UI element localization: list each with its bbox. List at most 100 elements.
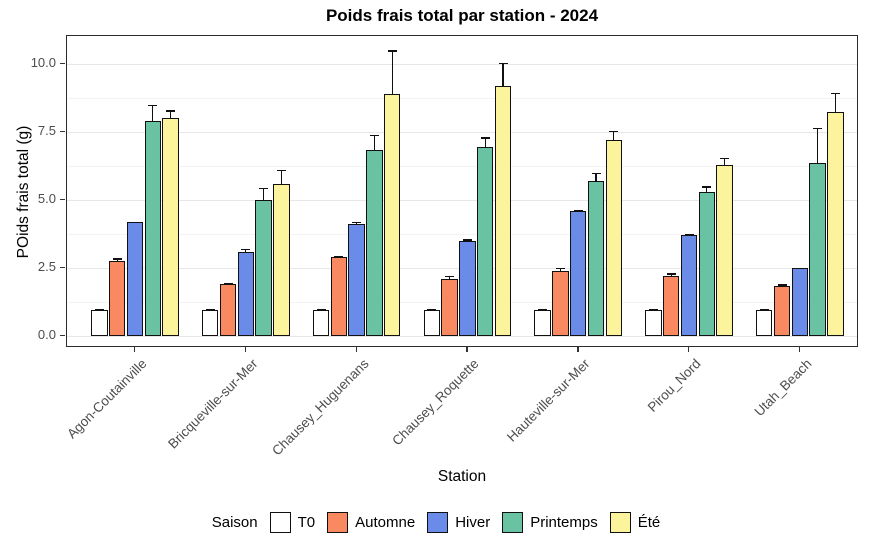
bar-printemps (255, 200, 272, 336)
bar-été (716, 164, 733, 336)
legend-label: T0 (297, 514, 316, 531)
x-tick-label: Hauteville-sur-Mer (504, 356, 593, 445)
bar-automne (773, 285, 791, 336)
x-tick-mark (244, 347, 247, 352)
bar-hiver (680, 235, 698, 336)
bar-t0 (423, 310, 441, 336)
y-tick-mark (60, 131, 65, 133)
bar-hiver (348, 224, 365, 336)
error-bar-cap (316, 308, 326, 311)
error-bar-cap (205, 308, 215, 311)
x-tick-mark (688, 347, 690, 352)
error-bar-whisker (391, 50, 393, 94)
x-tick-label: Agon-Coutainville (64, 356, 150, 442)
bar-hiver (237, 251, 255, 336)
error-bar-whisker (724, 157, 726, 165)
error-bar-cap (777, 284, 787, 286)
x-tick-label: Pirou_Nord (644, 356, 704, 415)
error-bar-whisker (356, 221, 358, 225)
y-tick-label: 7.5 (37, 123, 56, 138)
error-bar-cap (591, 172, 601, 175)
gridline-minor (67, 98, 857, 99)
legend-label: Printemps (530, 514, 598, 531)
legend-swatch-automne (327, 512, 349, 533)
bar-printemps (809, 163, 826, 336)
gridline-minor (67, 234, 857, 235)
bar-printemps (144, 121, 162, 336)
bar-automne (662, 276, 680, 336)
error-bar-cap (480, 137, 490, 139)
chart-title: Poids frais total par station - 2024 (325, 6, 599, 25)
bar-automne (219, 284, 237, 336)
legend-item-automne: Automne (327, 512, 415, 533)
bar-t0 (201, 310, 219, 336)
gridline-major (67, 132, 857, 133)
y-tick-mark (60, 267, 65, 269)
legend-swatch-été (609, 512, 631, 533)
error-bar-whisker (817, 127, 819, 164)
error-bar-cap (166, 110, 176, 112)
error-bar-cap (276, 170, 286, 172)
error-bar-whisker (152, 104, 154, 122)
error-bar-cap (94, 308, 104, 311)
error-bar-whisker (449, 276, 451, 279)
x-tick-mark (798, 347, 801, 352)
y-tick-mark (60, 199, 65, 201)
legend-title: Saison (211, 514, 258, 531)
gridline-minor (67, 166, 857, 167)
legend-item-hiver: Hiver (427, 512, 490, 533)
y-tick-label: 10.0 (30, 55, 56, 70)
error-bar-cap (112, 258, 122, 260)
error-bar-cap (538, 308, 548, 311)
bar-printemps (476, 146, 494, 336)
bar-hiver (569, 210, 587, 336)
bar-printemps (587, 180, 605, 336)
gridline-major (67, 336, 857, 337)
legend-label: Automne (355, 514, 416, 531)
bar-automne (108, 261, 126, 336)
error-bar-cap (498, 62, 508, 64)
bar-t0 (312, 310, 330, 336)
plot-panel (66, 35, 858, 347)
error-bar-cap (223, 282, 233, 285)
error-bar-whisker (502, 62, 504, 86)
error-bar-cap (387, 50, 397, 52)
error-bar-cap (720, 157, 730, 160)
bar-été (827, 111, 844, 336)
bar-hiver (791, 268, 809, 336)
x-tick-label: Utah_Beach (751, 356, 815, 420)
error-bar-cap (702, 186, 712, 188)
error-bar-whisker (116, 258, 118, 262)
error-bar-cap (462, 239, 472, 241)
bar-été (383, 93, 401, 336)
error-bar-whisker (170, 110, 172, 119)
bar-automne (441, 278, 458, 336)
bar-été (162, 118, 179, 336)
legend: Saison T0 Automne Hiver Printemps Été (0, 512, 872, 533)
bar-t0 (534, 310, 551, 336)
error-bar-whisker (559, 268, 562, 271)
error-bar-whisker (595, 172, 597, 181)
error-bar-cap (427, 308, 437, 311)
error-bar-whisker (245, 248, 247, 252)
bar-hiver (126, 221, 144, 336)
error-bar-cap (648, 308, 658, 311)
legend-swatch-hiver (427, 512, 449, 533)
bar-été (605, 140, 623, 336)
error-bar-cap (684, 234, 694, 236)
legend-items: T0 Automne Hiver Printemps Été (269, 512, 660, 533)
bar-t0 (91, 310, 108, 336)
bar-automne (330, 257, 348, 336)
legend-swatch-printemps (502, 512, 524, 533)
error-bar-cap (369, 134, 379, 137)
y-tick-mark (60, 63, 65, 65)
bar-t0 (645, 310, 662, 336)
error-bar-cap (813, 127, 823, 130)
error-bar-cap (666, 273, 676, 275)
error-bar-cap (241, 248, 251, 251)
x-tick-mark (134, 347, 136, 352)
bar-printemps (698, 191, 716, 336)
error-bar-whisker (484, 137, 486, 147)
x-tick-label: Chausey_Huguenans (268, 356, 372, 459)
